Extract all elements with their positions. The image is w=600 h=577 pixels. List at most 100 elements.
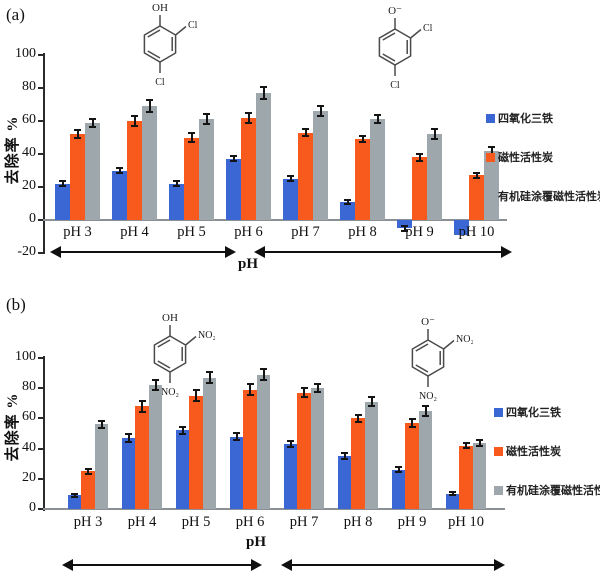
error-bar-cap xyxy=(233,431,241,434)
error-bar-cap xyxy=(74,129,81,132)
error-bar-cap xyxy=(89,117,96,120)
error-bar-cap xyxy=(431,138,438,141)
error-bar-cap xyxy=(314,390,321,393)
error-bar xyxy=(346,200,349,204)
error-bar-cap xyxy=(401,229,408,232)
x-category-label: pH 3 xyxy=(73,514,103,530)
bond-ortho xyxy=(410,28,422,39)
double-bonds xyxy=(382,32,408,62)
error-bar-cap xyxy=(359,134,366,137)
error-bar-cap xyxy=(98,419,105,422)
x-category-label: pH 9 xyxy=(405,224,434,240)
error-bar xyxy=(304,129,307,136)
error-bar-cap xyxy=(431,128,438,131)
error-bar-cap xyxy=(416,159,423,162)
legend-item: 有机硅涂覆磁性活性炭 xyxy=(494,482,600,498)
y-tick-label: 60 xyxy=(22,409,36,425)
y-axis-tick xyxy=(38,252,43,254)
error-bar-cap xyxy=(173,180,180,183)
error-bar-cap xyxy=(131,115,138,118)
y-tick-label: 80 xyxy=(22,79,36,94)
legend-item: 四氧化三铁 xyxy=(486,110,600,126)
arrowhead-right-icon xyxy=(494,559,505,571)
legend-swatch-icon xyxy=(486,152,495,162)
legend-label: 磁性活性炭 xyxy=(498,152,553,164)
x-category-label: pH 8 xyxy=(348,224,377,240)
bar-ph9-series0 xyxy=(392,469,406,509)
error-bar-cap xyxy=(374,114,381,117)
error-bar xyxy=(148,100,151,112)
bar-ph4-series1 xyxy=(127,121,142,220)
error-bar-cap xyxy=(203,123,210,126)
error-bar xyxy=(424,405,427,417)
panel-b-label: (b) xyxy=(6,295,26,314)
bar-ph8-series0 xyxy=(340,201,355,220)
error-bar-cap xyxy=(287,440,295,443)
x-category-label: pH 5 xyxy=(177,224,206,240)
error-bar-cap xyxy=(179,425,187,428)
bar-ph8-series1 xyxy=(355,139,370,220)
bar-ph6-series2 xyxy=(256,374,271,509)
bar-ph4-series2 xyxy=(142,106,157,220)
y-axis-tick xyxy=(38,219,43,221)
error-bar xyxy=(418,154,421,161)
y-tick-label: 100 xyxy=(15,349,36,364)
atom-label-top: OH xyxy=(162,312,178,324)
bond-ortho xyxy=(175,25,187,36)
error-bar xyxy=(247,112,250,123)
error-bar-cap xyxy=(116,167,123,170)
legend-label: 有机硅涂覆磁性活性炭 xyxy=(498,191,600,203)
error-bar xyxy=(411,419,414,427)
atom-label-top: O⁻ xyxy=(388,5,402,17)
bar-ph8-series1 xyxy=(351,418,365,509)
plot-area-b: 100 80 60 40 20 0 pH 3 pH 4 pH 5 pH 6 pH 7 pH 8 pH 9… xyxy=(0,290,600,577)
x-category-label: pH 10 xyxy=(458,224,495,240)
atom-label-para: Cl xyxy=(390,80,400,91)
acid-range-arrow xyxy=(62,558,262,572)
error-bar-cap xyxy=(287,175,294,178)
error-bar-cap xyxy=(473,171,480,174)
bar-ph7-series2 xyxy=(310,388,325,509)
legend-swatch-icon xyxy=(486,191,495,201)
x-category-label: pH 9 xyxy=(397,514,427,530)
error-bar-cap xyxy=(416,153,423,155)
molecule-dichlorophenolate: O⁻ Cl Cl xyxy=(378,5,433,91)
error-bar-cap xyxy=(245,111,252,114)
error-bar-cap xyxy=(374,122,381,125)
error-bar xyxy=(478,439,481,446)
panel-a-x-axis-title: pH xyxy=(238,256,259,272)
bar-ph3-series0 xyxy=(55,183,70,220)
error-bar xyxy=(154,379,157,391)
bar-ph8-series2 xyxy=(370,119,385,220)
error-bar xyxy=(475,172,478,178)
base-range-arrow xyxy=(281,558,505,572)
error-bar-cap xyxy=(395,466,403,469)
bar-ph9-series2 xyxy=(427,134,442,220)
y-tick-label: -20 xyxy=(17,244,36,259)
error-bar-cap xyxy=(341,458,349,461)
arrow-line xyxy=(257,251,509,253)
error-bar-cap xyxy=(116,171,123,174)
bar-ph4-series0 xyxy=(122,438,136,509)
molecule-dichlorophenol: OH Cl Cl xyxy=(143,2,198,88)
error-bar xyxy=(175,181,178,187)
bar-ph6-series2 xyxy=(256,92,271,220)
atom-label-para: Cl xyxy=(155,77,165,88)
acid-range-arrow xyxy=(50,245,236,259)
bar-ph10-series2 xyxy=(472,442,487,509)
error-bar-cap xyxy=(368,405,375,408)
bond-ortho xyxy=(185,335,197,346)
error-bar-cap xyxy=(125,433,133,436)
molecule-dinitrophenol: OH NO₂ NO₂ xyxy=(153,312,215,398)
x-axis-line xyxy=(43,219,507,221)
bar-ph9-series2 xyxy=(418,410,433,509)
error-bar-cap xyxy=(74,137,81,140)
error-bar xyxy=(303,388,306,398)
bar-ph5-series2 xyxy=(199,119,214,220)
bar-ph3-series0 xyxy=(68,495,82,509)
error-bar-cap xyxy=(449,494,457,497)
legend-item: 磁性活性炭 xyxy=(494,443,600,459)
atom-label-top: OH xyxy=(152,2,168,14)
bar-ph5-series2 xyxy=(202,377,217,509)
